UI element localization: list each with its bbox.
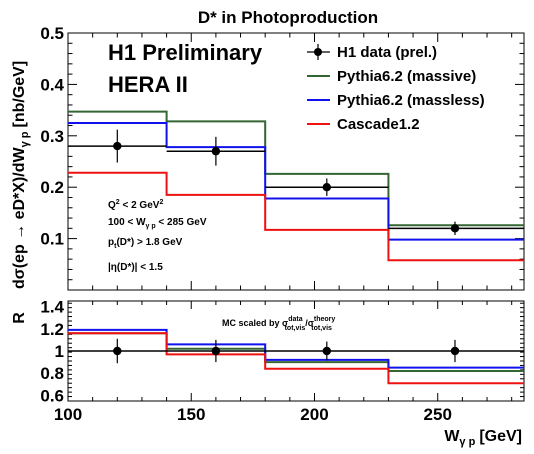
top-hist-series-2 — [68, 171, 524, 262]
cut-w: 100 < Wγ p < 285 GeV — [108, 217, 207, 230]
top-y-axis-title: dσ(ep → eD*X)/dWγ p[nb/GeV] — [11, 61, 31, 289]
top-data-point — [113, 141, 122, 151]
chart-title: D* in Photoproduction — [198, 8, 378, 27]
cut-pt: pt(D*) > 1.8 GeV — [108, 237, 183, 250]
cut-q2: Q2 < 2 GeV2 — [108, 199, 163, 211]
bottom-data-point — [211, 346, 221, 356]
legend-massive-label: Pythia6.2 (massive) — [337, 68, 476, 85]
bottom-y-tick-label: 0.8 — [40, 364, 64, 383]
cut-eta: |η(D*)| < 1.5 — [108, 262, 163, 273]
top-data-point — [322, 183, 332, 192]
top-data-point — [211, 147, 221, 156]
bottom-data-point — [113, 346, 122, 356]
bottom-y-tick-label: 1.2 — [40, 320, 64, 339]
experiment-label: H1 Preliminary — [108, 40, 263, 65]
legend-cascade-label: Cascade1.2 — [337, 116, 420, 133]
cuts-box: Q2 < 2 GeV2 100 < Wγ p < 285 GeV pt(D*) … — [108, 199, 207, 273]
bottom-y-tick-label: 0.6 — [40, 386, 64, 405]
run-label: HERA II — [108, 72, 188, 97]
top-y-tick-label: 0.1 — [40, 230, 64, 249]
legend-data-marker — [314, 48, 322, 56]
top-y-tick-label: 0.5 — [40, 24, 64, 43]
mc-scaling-note: MC scaled by σdata tot,vis/σtheory tot,vis — [222, 316, 335, 332]
top-y-tick-label: 0.2 — [40, 178, 64, 197]
bottom-data-point — [322, 346, 332, 356]
x-tick-label: 150 — [177, 405, 205, 424]
x-axis-title: Wγ p [GeV] — [444, 428, 522, 448]
legend-massless-label: Pythia6.2 (massless) — [337, 92, 485, 109]
x-tick-label: 200 — [300, 405, 328, 424]
legend: H1 data (prel.) Pythia6.2 (massive) Pyth… — [307, 44, 485, 133]
bottom-y-axis-title: R — [11, 312, 28, 324]
x-tick-label: 100 — [54, 405, 82, 424]
bottom-y-tick-label: 1.4 — [40, 298, 64, 317]
bottom-hist-series-2 — [68, 332, 524, 385]
bottom-y-tick-label: 1 — [55, 342, 64, 361]
top-y-tick-label: 0.4 — [40, 75, 64, 94]
bottom-data-point — [450, 346, 460, 356]
top-y-tick-label: 0.3 — [40, 127, 64, 146]
x-tick-label: 250 — [424, 405, 452, 424]
legend-data-label: H1 data (prel.) — [337, 44, 437, 61]
top-panel-frame — [67, 32, 525, 291]
top-data-point — [450, 224, 460, 233]
